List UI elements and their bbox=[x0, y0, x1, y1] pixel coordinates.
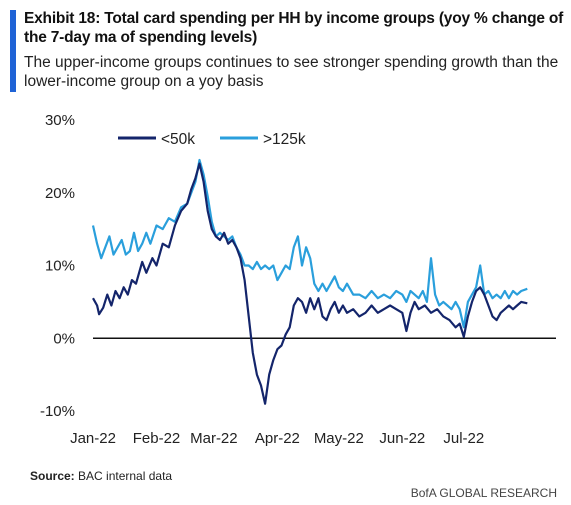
legend-label: <50k bbox=[161, 131, 195, 148]
exhibit-subtitle: The upper-income groups continues to see… bbox=[24, 54, 559, 90]
source-text: BAC internal data bbox=[78, 469, 173, 483]
exhibit-title: Exhibit 18: Total card spending per HH b… bbox=[24, 10, 564, 46]
source-label: Source: bbox=[30, 469, 75, 483]
legend: <50k >125k bbox=[118, 131, 306, 148]
x-tick-label: Apr-22 bbox=[255, 430, 300, 447]
y-tick-label: 10% bbox=[45, 258, 75, 275]
series-layer bbox=[91, 158, 528, 405]
y-tick-label: -10% bbox=[40, 403, 75, 420]
accent-bar bbox=[10, 10, 16, 92]
source-note: Source: BAC internal data bbox=[30, 469, 172, 483]
x-tick-label: Jun-22 bbox=[379, 430, 425, 447]
x-tick-label: Jul-22 bbox=[443, 430, 484, 447]
spending-line-chart: 30% 20% 10% 0% -10% Jan-22 Feb-22 Mar-22 Apr-22… bbox=[40, 112, 556, 447]
x-tick-label: May-22 bbox=[314, 430, 364, 447]
series-line bbox=[92, 162, 528, 405]
x-tick-label: Jan-22 bbox=[70, 430, 116, 447]
y-axis: 30% 20% 10% 0% -10% bbox=[40, 112, 75, 420]
x-tick-label: Mar-22 bbox=[190, 430, 238, 447]
y-tick-label: 0% bbox=[53, 330, 75, 347]
series-line bbox=[91, 158, 528, 329]
brand-footer: BofA GLOBAL RESEARCH bbox=[410, 486, 557, 500]
legend-label: >125k bbox=[263, 131, 306, 148]
x-axis: Jan-22 Feb-22 Mar-22 Apr-22 May-22 Jun-22 Jul-… bbox=[70, 430, 484, 447]
y-tick-label: 20% bbox=[45, 185, 75, 202]
x-tick-label: Feb-22 bbox=[133, 430, 181, 447]
y-tick-label: 30% bbox=[45, 112, 75, 129]
